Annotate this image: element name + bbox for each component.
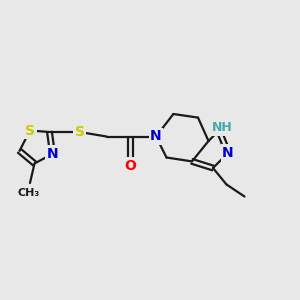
Text: S: S bbox=[74, 125, 85, 139]
Text: S: S bbox=[25, 124, 35, 137]
Text: N: N bbox=[222, 146, 234, 160]
Text: N: N bbox=[47, 147, 58, 161]
Text: CH₃: CH₃ bbox=[17, 188, 40, 199]
Text: O: O bbox=[124, 159, 136, 172]
Text: N: N bbox=[150, 130, 162, 143]
Text: NH: NH bbox=[212, 121, 233, 134]
